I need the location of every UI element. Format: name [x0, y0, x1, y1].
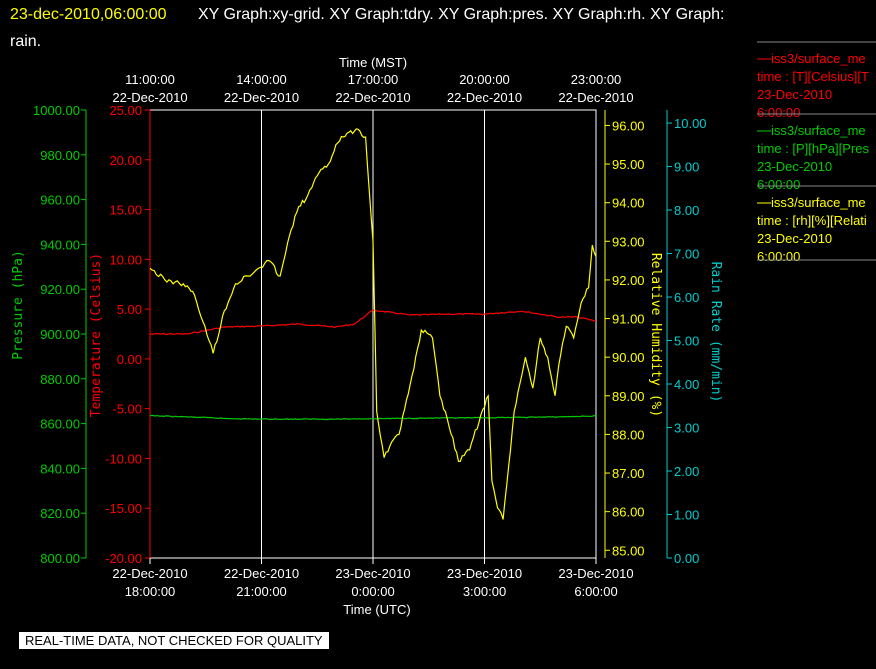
humidity-axis: 96.00 95.00 94.00 93.00 92.00 91.00 90.00 89.00…	[604, 110, 645, 558]
axis-tick-label: 96.00	[612, 118, 645, 133]
axis-tick-label: 92.00	[612, 273, 645, 288]
axis-tick-label: 920.00	[40, 282, 80, 297]
axis-tick-label: 88.00	[612, 427, 645, 442]
legend-field: time : [T][Celsius][T	[757, 69, 869, 84]
axis-tick-label: 0.00	[117, 352, 142, 367]
axis-tick-label: 94.00	[612, 196, 645, 211]
axis-tick-label: 5.00	[674, 334, 699, 349]
bottom-tick-time: 18:00:00	[125, 584, 176, 599]
axis-tick-label: 89.00	[612, 389, 645, 404]
top-tick-date: 22-Dec-2010	[112, 90, 187, 105]
header-graph-list: XY Graph:xy-grid. XY Graph:tdry. XY Grap…	[198, 6, 724, 23]
series-temperature-line	[150, 309, 597, 336]
bottom-tick-date: 23-Dec-2010	[447, 566, 522, 581]
axis-tick-label: 25.00	[109, 103, 142, 118]
axis-tick-label: 8.00	[674, 203, 699, 218]
axis-tick-label: 800.00	[40, 551, 80, 566]
top-tick-time: 23:00:00	[571, 72, 622, 87]
legend-series-name: iss3/surface_me	[771, 51, 866, 66]
legend-date: 23-Dec-2010	[757, 231, 832, 246]
axis-tick-label: 7.00	[674, 247, 699, 262]
axis-tick-label: 90.00	[612, 350, 645, 365]
legend-date: 23-Dec-2010	[757, 87, 832, 102]
axis-tick-label: 1000.00	[33, 103, 80, 118]
axis-tick-label: 960.00	[40, 193, 80, 208]
axis-tick-label: 840.00	[40, 461, 80, 476]
axis-tick-label: -10.00	[105, 451, 142, 466]
axis-tick-label: 940.00	[40, 237, 80, 252]
vertical-gridlines	[261, 110, 485, 558]
bottom-tick-time: 6:00:00	[574, 584, 617, 599]
axis-tick-label: 15.00	[109, 203, 142, 218]
legend-time: 6:00:00	[757, 105, 800, 120]
axis-tick-label: 820.00	[40, 506, 80, 521]
axis-tick-label: 980.00	[40, 148, 80, 163]
top-tick-time: 14:00:00	[236, 72, 287, 87]
legend-field: time : [rh][%][Relati	[757, 213, 867, 228]
temperature-axis: 25.00 20.00 15.00 10.00 5.00 0.00 -5.00 -10.00 -…	[105, 103, 151, 566]
rain-axis: 10.00 9.00 8.00 7.00 6.00 5.00 4.00 3.00 2.00 1.0…	[666, 110, 707, 566]
series-lines	[149, 128, 597, 520]
top-tick-date: 22-Dec-2010	[447, 90, 522, 105]
axis-tick-label: 10.00	[674, 116, 707, 131]
legend-series-name: iss3/surface_me	[771, 195, 866, 210]
axis-tick-label: 93.00	[612, 234, 645, 249]
axis-tick-label: 95.00	[612, 157, 645, 172]
bottom-tick-date: 23-Dec-2010	[335, 566, 410, 581]
bottom-tick-time: 21:00:00	[236, 584, 287, 599]
legend-series-name: iss3/surface_me	[771, 123, 866, 138]
humidity-axis-label: Relative Humidity (%)	[648, 253, 663, 417]
axis-tick-label: 4.00	[674, 377, 699, 392]
header-graph-list-continued: rain.	[10, 33, 41, 50]
series-humidity-line	[149, 128, 597, 520]
axis-tick-label: 10.00	[109, 252, 142, 267]
axis-tick-label: 1.00	[674, 508, 699, 523]
bottom-axis-ticks: 22-Dec-2010 18:00:00 22-Dec-2010 21:00:00 23…	[112, 558, 634, 599]
legend-time: 6:00:00	[757, 249, 800, 264]
bottom-tick-time: 0:00:00	[351, 584, 394, 599]
quality-warning-banner: REAL-TIME DATA, NOT CHECKED FOR QUALITY	[19, 632, 329, 649]
axis-tick-label: 87.00	[612, 466, 645, 481]
top-tick-date: 22-Dec-2010	[224, 90, 299, 105]
axis-tick-label: 85.00	[612, 543, 645, 558]
axis-tick-label: 3.00	[674, 421, 699, 436]
legend-date: 23-Dec-2010	[757, 159, 832, 174]
top-axis-title: Time (MST)	[339, 55, 407, 70]
axis-tick-label: -5.00	[112, 402, 142, 417]
axis-tick-label: -20.00	[105, 551, 142, 566]
axis-tick-label: 91.00	[612, 312, 645, 327]
top-tick-time: 20:00:00	[459, 72, 510, 87]
header-datetime: 23-dec-2010,06:00:00	[10, 6, 167, 23]
temperature-axis-label: Temperature (Celsius)	[89, 253, 104, 417]
axis-tick-label: 6.00	[674, 290, 699, 305]
pressure-axis: 1000.00 980.00 960.00 940.00 920.00 900.00 880…	[33, 103, 87, 566]
top-tick-date: 22-Dec-2010	[335, 90, 410, 105]
axis-tick-label: 2.00	[674, 464, 699, 479]
legend-time: 6:00:00	[757, 177, 800, 192]
axis-tick-label: 5.00	[117, 302, 142, 317]
pressure-axis-label: Pressure (hPa)	[11, 250, 26, 360]
bottom-tick-time: 3:00:00	[463, 584, 506, 599]
top-axis-ticks: 11:00:00 22-Dec-2010 14:00:00 22-Dec-2010 17…	[112, 72, 633, 105]
bottom-tick-date: 22-Dec-2010	[224, 566, 299, 581]
rain-axis-label: Rain Rate (mm/min)	[708, 262, 723, 403]
axis-tick-label: 86.00	[612, 505, 645, 520]
axis-tick-label: 0.00	[674, 551, 699, 566]
series-pressure-line	[149, 414, 597, 421]
top-tick-time: 11:00:00	[125, 72, 175, 87]
axis-tick-label: 900.00	[40, 327, 80, 342]
legend-field: time : [P][hPa][Pres	[757, 141, 869, 156]
top-tick-time: 17:00:00	[348, 72, 399, 87]
bottom-axis-title: Time (UTC)	[343, 602, 410, 617]
axis-tick-label: 860.00	[40, 417, 80, 432]
bottom-tick-date: 22-Dec-2010	[112, 566, 187, 581]
axis-tick-label: 20.00	[109, 153, 142, 168]
axis-tick-label: 9.00	[674, 160, 699, 175]
bottom-tick-date: 23-Dec-2010	[558, 566, 633, 581]
top-tick-date: 22-Dec-2010	[558, 90, 633, 105]
axis-tick-label: 880.00	[40, 372, 80, 387]
axis-tick-label: -15.00	[105, 501, 142, 516]
